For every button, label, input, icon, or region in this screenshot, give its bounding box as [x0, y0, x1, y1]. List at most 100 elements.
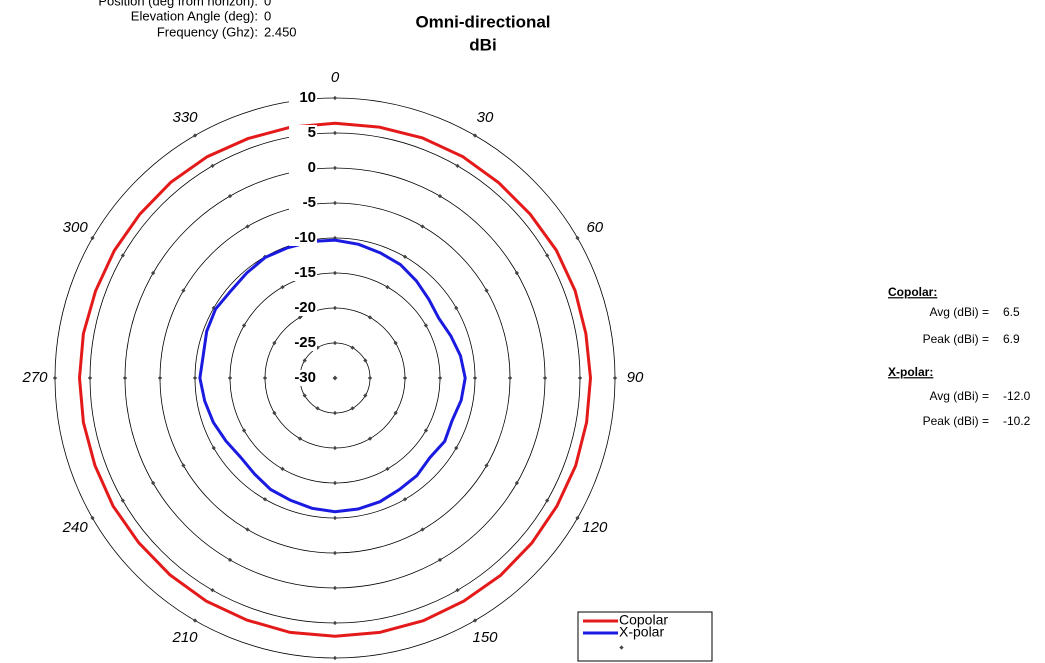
- ring-marker: [514, 270, 519, 276]
- ring-marker: [227, 557, 233, 562]
- r-tick-label: -5: [303, 194, 316, 211]
- angle-tick-label: 150: [472, 629, 498, 646]
- ring-marker: [241, 323, 247, 328]
- ring-marker: [484, 463, 489, 468]
- ring-marker: [332, 130, 338, 136]
- ring-marker: [262, 375, 268, 381]
- ring-marker: [363, 358, 368, 363]
- ring-marker: [575, 515, 580, 521]
- ring-marker: [151, 480, 156, 486]
- info-label: Frequency (Ghz):: [157, 24, 258, 39]
- angle-tick-label: 240: [62, 519, 89, 536]
- tick-label-bg: [289, 160, 317, 176]
- legend-label: X-polar: [619, 624, 664, 640]
- tick-label-bg: [289, 195, 317, 211]
- ring-marker: [420, 527, 425, 532]
- angle-tick-label: 30: [477, 109, 494, 126]
- ring-marker: [192, 133, 198, 138]
- ring-marker: [272, 410, 277, 416]
- tick-label-bg: [289, 335, 317, 351]
- ring-marker: [332, 305, 338, 311]
- tick-label-bg: [289, 230, 317, 246]
- ring-marker: [332, 655, 338, 661]
- tick-label-bg: [289, 90, 317, 106]
- angle-tick-label: 60: [586, 219, 603, 236]
- ring-marker: [52, 375, 58, 381]
- tick-label-bg: [289, 300, 317, 316]
- ring-marker: [181, 288, 186, 293]
- ring-marker: [402, 254, 408, 259]
- ring-marker: [423, 323, 429, 328]
- info-label: Position (deg from horizon):: [98, 0, 258, 8]
- ring-marker: [227, 194, 233, 199]
- tick-label-bg: [289, 370, 317, 386]
- info-value: 0: [264, 0, 271, 8]
- ring-marker: [332, 480, 338, 486]
- r-tick-label: 5: [308, 124, 316, 141]
- ring-marker: [157, 375, 163, 381]
- tick-label-bg: [289, 265, 317, 281]
- stats-label: Avg (dBi) =: [930, 305, 989, 319]
- ring-marker: [332, 410, 338, 416]
- stats-label: Peak (dBi) =: [923, 414, 989, 428]
- stats-heading: Copolar:: [888, 285, 937, 299]
- stats-value: -10.2: [1003, 414, 1031, 428]
- ring-marker: [575, 235, 580, 241]
- r-tick-label: -30: [294, 369, 316, 386]
- ring-marker: [332, 550, 338, 556]
- ring-marker: [393, 410, 398, 416]
- ring-marker: [302, 393, 307, 398]
- angle-tick-label: 330: [172, 109, 198, 126]
- ring-marker: [577, 375, 583, 381]
- ring-marker: [302, 358, 307, 363]
- angle-tick-label: 210: [171, 629, 198, 646]
- ring-marker: [210, 588, 215, 593]
- ring-marker: [350, 406, 355, 411]
- ring-marker: [472, 618, 478, 623]
- chart-title: Omni-directional: [415, 12, 550, 31]
- ring-marker: [151, 270, 156, 276]
- stats-value: -12.0: [1003, 389, 1031, 403]
- ring-marker: [545, 498, 550, 503]
- ring-marker: [363, 393, 368, 398]
- ring-marker: [87, 375, 93, 381]
- ring-marker: [122, 375, 128, 381]
- angle-tick-label: 0: [331, 69, 340, 86]
- ring-marker: [454, 305, 459, 311]
- ring-marker: [332, 620, 338, 626]
- legend-marker: [619, 645, 624, 650]
- ring-marker: [245, 224, 250, 229]
- ring-marker: [455, 588, 460, 593]
- ring-marker: [437, 557, 443, 562]
- r-tick-label: 0: [308, 159, 316, 176]
- ring-marker: [402, 497, 408, 502]
- ring-marker: [332, 165, 338, 171]
- ring-marker: [332, 515, 338, 521]
- ring-marker: [514, 480, 519, 486]
- ring-marker: [545, 253, 550, 258]
- ring-marker: [210, 163, 215, 168]
- ring-marker: [612, 375, 618, 381]
- tick-label-bg: [289, 125, 317, 141]
- ring-marker: [332, 270, 338, 276]
- stats-value: 6.9: [1003, 332, 1020, 346]
- series-line: [198, 238, 467, 514]
- r-tick-label: 10: [299, 89, 316, 106]
- ring-marker: [272, 340, 277, 346]
- ring-marker: [332, 445, 338, 451]
- ring-marker: [393, 340, 398, 346]
- ring-marker: [192, 375, 198, 381]
- ring-marker: [332, 95, 338, 101]
- ring-marker: [245, 527, 250, 532]
- stats-label: Avg (dBi) =: [930, 389, 989, 403]
- ring-marker: [332, 585, 338, 591]
- angle-tick-label: 120: [582, 519, 608, 536]
- ring-marker: [472, 375, 478, 381]
- ring-marker: [120, 498, 125, 503]
- ring-marker: [211, 445, 216, 451]
- ring-marker: [262, 497, 268, 502]
- ring-marker: [455, 163, 460, 168]
- ring-marker: [120, 253, 125, 258]
- info-value: 2.450: [264, 24, 297, 39]
